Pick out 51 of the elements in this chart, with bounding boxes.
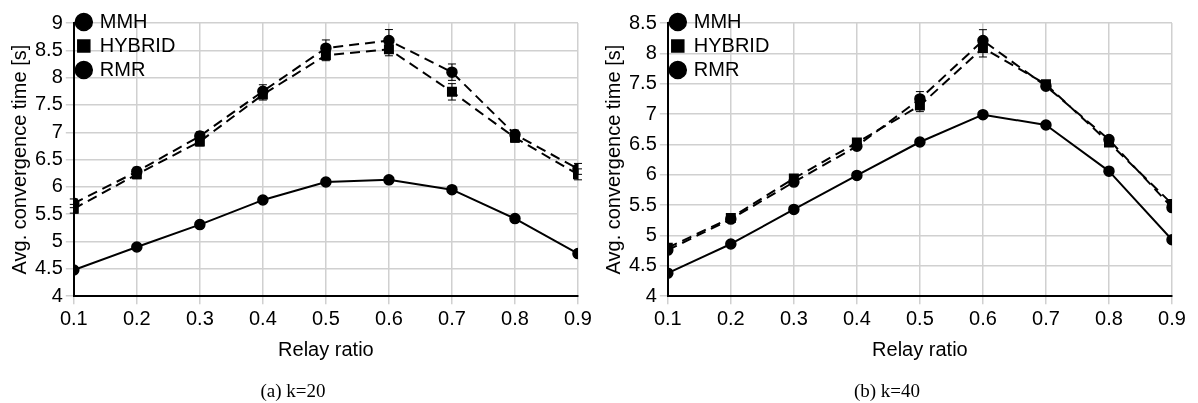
text: (a) k=20 (260, 379, 326, 402)
x-tick-label: 0.4 (248, 306, 277, 329)
y-tick-label: 4 (51, 283, 63, 306)
y-tick-label: 8 (645, 40, 657, 63)
legend-label: MMH (99, 9, 148, 32)
x-tick-label: 0.7 (1032, 306, 1060, 329)
y-tick-label: 7.5 (34, 92, 63, 115)
x-tick-label: 0.8 (501, 306, 529, 329)
x-tick-label: 0.8 (1095, 306, 1123, 329)
y-tick-label: 6.5 (34, 147, 63, 170)
y-tick-label: 7 (645, 101, 657, 124)
legend-label: HYBRID (99, 33, 176, 56)
y-tick-label: 5 (51, 229, 63, 252)
x-tick-label: 0.6 (375, 306, 403, 329)
x-tick-label: 0.3 (185, 306, 214, 329)
legend-label: HYBRID (693, 33, 770, 56)
y-tick-label: 8 (51, 65, 63, 88)
y-tick-label: 8.5 (34, 37, 63, 60)
x-tick-label: 0.7 (438, 306, 466, 329)
y-tick-label: 6.5 (628, 131, 657, 154)
x-tick-label: 0.1 (653, 306, 682, 329)
y-axis-title: Avg. convergence time [s] (601, 44, 624, 275)
y-tick-label: 4.5 (628, 253, 657, 276)
x-tick-label: 0.2 (122, 306, 151, 329)
y-axis-title: Avg. convergence time [s] (7, 44, 30, 275)
x-tick-label: 0.6 (969, 306, 997, 329)
x-tick-label: 0.9 (564, 306, 592, 329)
x-tick-label: 0.4 (842, 306, 871, 329)
y-tick-label: 5 (645, 223, 657, 245)
legend-label: MMH (693, 9, 742, 32)
x-tick-label: 0.1 (59, 306, 88, 329)
x-axis-title: Relay ratio (278, 337, 374, 360)
y-tick-label: 4.5 (34, 256, 63, 279)
y-tick-label: 9 (51, 10, 63, 33)
legend-label: RMR (693, 57, 740, 80)
x-tick-label: 0.9 (1158, 306, 1186, 329)
y-tick-label: 5.5 (34, 201, 63, 224)
y-tick-label: 4 (645, 283, 657, 306)
y-tick-label: 5.5 (628, 192, 657, 215)
y-tick-label: 6 (51, 174, 63, 197)
text: (b) k=40 (853, 379, 921, 402)
y-tick-label: 7 (51, 119, 63, 142)
x-tick-label: 0.2 (716, 306, 745, 329)
y-tick-label: 7.5 (628, 71, 657, 94)
y-tick-label: 8.5 (628, 10, 657, 33)
x-tick-label: 0.5 (906, 306, 934, 329)
x-tick-label: 0.3 (779, 306, 808, 329)
x-tick-label: 0.5 (312, 306, 340, 329)
legend-label: RMR (99, 57, 146, 80)
x-axis-title: Relay ratio (872, 337, 968, 360)
y-tick-label: 6 (645, 162, 657, 185)
